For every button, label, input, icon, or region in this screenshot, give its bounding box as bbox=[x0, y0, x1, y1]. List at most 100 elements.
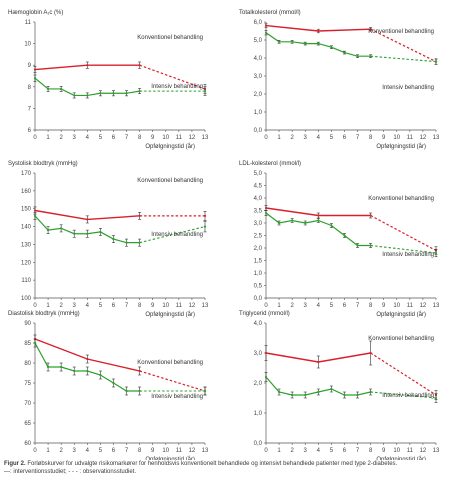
chart-title: Triglycerid (mmol/l) bbox=[239, 311, 290, 317]
chart-title: Systolisk blodtryk (mmHg) bbox=[8, 161, 78, 167]
series-label-konv: Konventionel behandling bbox=[137, 35, 203, 41]
y-tick-label: 6,0 bbox=[254, 20, 263, 26]
x-tick-label: 11 bbox=[407, 303, 414, 309]
x-tick-label: 6 bbox=[343, 135, 347, 141]
figure-caption: Figur 2. Forløbskurver for udvalgte risi… bbox=[4, 460, 466, 476]
y-tick-label: 0,5 bbox=[254, 284, 263, 290]
data-point-konv bbox=[33, 209, 37, 212]
x-tick-label: 2 bbox=[290, 135, 294, 141]
x-tick-label: 10 bbox=[162, 303, 169, 309]
y-tick-label: 4,0 bbox=[254, 196, 263, 202]
data-point-konv bbox=[264, 24, 268, 27]
data-point-konv bbox=[317, 29, 320, 33]
x-tick-label: 5 bbox=[99, 448, 103, 454]
x-tick-label: 11 bbox=[407, 448, 414, 454]
x-tick-label: 2 bbox=[290, 303, 294, 309]
x-tick-label: 0 bbox=[33, 448, 37, 454]
data-point-int bbox=[369, 244, 372, 247]
y-tick-label: 60 bbox=[24, 441, 31, 447]
x-tick-label: 6 bbox=[343, 303, 347, 309]
data-point-int bbox=[86, 369, 89, 373]
x-tick-label: 12 bbox=[420, 303, 427, 309]
x-tick-label: 1 bbox=[277, 135, 281, 141]
data-point-konv bbox=[369, 214, 372, 217]
y-tick-label: 0,0 bbox=[254, 441, 263, 447]
y-tick-label: 70 bbox=[24, 401, 31, 407]
chart-title: LDL-kolesterol (mmol/l) bbox=[239, 161, 301, 167]
chart-title: Totalkolesterol (mmol/l) bbox=[239, 10, 301, 16]
data-point-int bbox=[112, 381, 115, 385]
x-tick-label: 1 bbox=[46, 135, 50, 141]
x-tick-label: 7 bbox=[125, 448, 129, 454]
x-tick-label: 12 bbox=[189, 303, 196, 309]
x-tick-label: 10 bbox=[393, 448, 400, 454]
series-label-int: Intensiv behandling bbox=[382, 393, 434, 399]
x-tick-label: 0 bbox=[264, 448, 268, 454]
y-tick-label: 130 bbox=[21, 242, 32, 248]
data-point-int bbox=[203, 389, 207, 393]
data-point-int bbox=[434, 251, 438, 255]
data-point-konv bbox=[369, 351, 372, 355]
data-point-int bbox=[203, 90, 207, 93]
data-point-int bbox=[277, 390, 281, 394]
x-tick-label: 0 bbox=[264, 303, 268, 309]
data-point-int bbox=[125, 92, 128, 95]
x-tick-label: 3 bbox=[304, 135, 308, 141]
data-point-int bbox=[277, 40, 281, 43]
data-point-int bbox=[369, 55, 372, 58]
y-tick-label: 2,0 bbox=[254, 92, 263, 98]
x-tick-label: 7 bbox=[125, 303, 129, 309]
x-tick-label: 9 bbox=[382, 135, 386, 141]
y-tick-label: 0,0 bbox=[254, 296, 263, 302]
series-line-dashed-int bbox=[370, 244, 437, 254]
y-tick-label: 2,0 bbox=[254, 246, 263, 252]
data-point-int bbox=[99, 373, 102, 377]
x-tick-label: 1 bbox=[46, 303, 50, 309]
series-label-konv: Konventionel behandling bbox=[368, 336, 434, 342]
y-tick-label: 170 bbox=[21, 171, 32, 177]
series-label-int: Intensiv behandling bbox=[151, 232, 203, 238]
series-line-dashed-konv bbox=[370, 214, 437, 252]
caption-label: Figur 2. bbox=[4, 461, 26, 467]
x-tick-label: 4 bbox=[86, 303, 90, 309]
y-tick-label: 90 bbox=[24, 321, 31, 327]
data-point-int bbox=[60, 87, 63, 91]
data-point-konv bbox=[264, 351, 268, 355]
x-tick-label: 9 bbox=[151, 135, 155, 141]
data-point-konv bbox=[86, 64, 89, 67]
series-label-konv: Konventionel behandling bbox=[137, 178, 203, 184]
series-label-int: Intensiv behandling bbox=[151, 394, 203, 400]
y-tick-label: 80 bbox=[24, 361, 31, 367]
data-point-konv bbox=[33, 68, 37, 71]
x-tick-label: 4 bbox=[86, 448, 90, 454]
y-tick-label: 4,5 bbox=[254, 184, 263, 190]
data-point-konv bbox=[86, 357, 89, 361]
data-point-int bbox=[99, 92, 102, 95]
x-tick-label: 13 bbox=[202, 135, 209, 141]
data-point-int bbox=[330, 387, 333, 391]
y-tick-label: 3,0 bbox=[254, 351, 263, 357]
data-point-int bbox=[343, 234, 346, 237]
data-point-int bbox=[73, 232, 76, 235]
x-tick-label: 4 bbox=[317, 135, 321, 141]
x-tick-label: 2 bbox=[290, 448, 294, 454]
chart-panel-6: Triglycerid (mmol/l)0,01,02,03,04,00 1 2 3 4… bbox=[239, 311, 440, 460]
x-tick-label: 10 bbox=[393, 303, 400, 309]
series-label-konv: Konventionel behandling bbox=[137, 360, 203, 366]
data-point-int bbox=[264, 211, 268, 215]
data-point-konv bbox=[138, 64, 141, 67]
y-tick-label: 3,0 bbox=[254, 221, 263, 227]
chart-panel-3: Systolisk blodtryk (mmHg)100110120130140… bbox=[8, 161, 209, 318]
data-point-konv bbox=[203, 214, 207, 217]
caption-text: Forløbskurver for udvalgte risikomarkøre… bbox=[27, 461, 398, 467]
data-point-int bbox=[369, 390, 372, 394]
data-point-int bbox=[264, 31, 268, 34]
x-axis-label: Opfølgningstid (år) bbox=[376, 311, 426, 318]
data-point-int bbox=[73, 94, 76, 97]
series-line-dashed-int bbox=[370, 391, 437, 399]
data-point-int bbox=[434, 396, 438, 400]
x-tick-label: 4 bbox=[86, 135, 90, 141]
y-tick-label: 150 bbox=[21, 207, 32, 213]
x-tick-label: 4 bbox=[317, 303, 321, 309]
data-point-int bbox=[304, 393, 307, 397]
